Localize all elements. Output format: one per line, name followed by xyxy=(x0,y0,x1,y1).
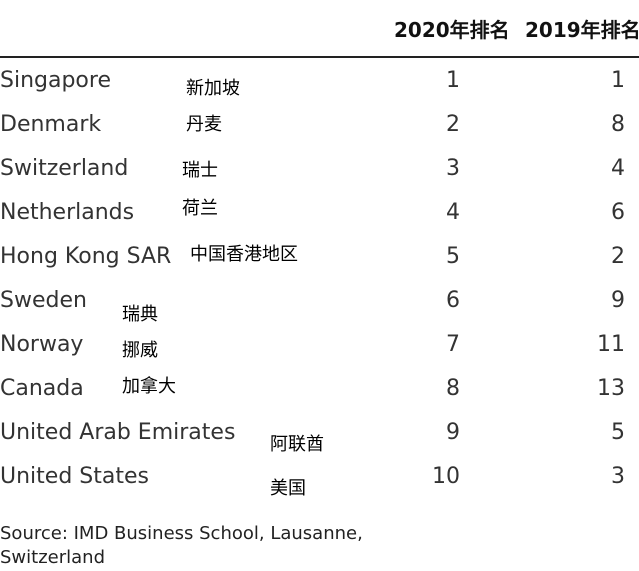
table-row: Canada 加拿大 8 13 xyxy=(0,370,639,414)
country-name-zh: 阿联酋 xyxy=(270,434,324,455)
country-name-zh: 挪威 xyxy=(122,340,158,361)
rank-2019-value: 3 xyxy=(611,464,625,489)
country-name-en: Hong Kong SAR xyxy=(0,244,172,269)
country-name-en: Netherlands xyxy=(0,200,135,225)
rank-2020-value: 5 xyxy=(446,244,460,269)
country-name-en: Canada xyxy=(0,376,84,401)
country-name-en: Sweden xyxy=(0,288,87,313)
table-row: United States 美国 10 3 xyxy=(0,458,639,502)
rank-2019-value: 9 xyxy=(611,288,625,313)
header-rank-2019: 2019年排名 xyxy=(525,18,639,42)
country-name-en: United States xyxy=(0,464,149,489)
rank-2020-value: 8 xyxy=(446,376,460,401)
rank-2020-value: 10 xyxy=(432,464,460,489)
rank-2020-value: 3 xyxy=(446,156,460,181)
rank-2019-value: 8 xyxy=(611,112,625,137)
country-name-zh: 美国 xyxy=(270,478,306,499)
table-row: Singapore 新加坡 1 1 xyxy=(0,62,639,106)
table-row: Norway 挪威 7 11 xyxy=(0,326,639,370)
country-name-zh: 荷兰 xyxy=(182,198,218,219)
country-name-en: Switzerland xyxy=(0,156,129,181)
source-note: Source: IMD Business School, Lausanne, S… xyxy=(0,523,363,568)
country-name-zh: 丹麦 xyxy=(186,114,222,135)
rank-2019-value: 4 xyxy=(611,156,625,181)
rank-2019-value: 5 xyxy=(611,420,625,445)
country-name-zh: 新加坡 xyxy=(186,78,240,99)
rank-2020-value: 6 xyxy=(446,288,460,313)
rank-2020-value: 2 xyxy=(446,112,460,137)
country-name-zh: 瑞士 xyxy=(182,160,218,181)
table-row: Denmark 丹麦 2 8 xyxy=(0,106,639,150)
country-name-zh: 中国香港地区 xyxy=(190,244,298,265)
rank-2020-value: 4 xyxy=(446,200,460,225)
rank-2019-value: 13 xyxy=(597,376,625,401)
table-row: Hong Kong SAR 中国香港地区 5 2 xyxy=(0,238,639,282)
country-name-en: United Arab Emirates xyxy=(0,420,236,445)
rank-2019-value: 11 xyxy=(597,332,625,357)
rank-2019-value: 1 xyxy=(611,68,625,93)
rank-2019-value: 6 xyxy=(611,200,625,225)
rank-2020-value: 1 xyxy=(446,68,460,93)
country-name-en: Singapore xyxy=(0,68,111,93)
rank-2020-value: 9 xyxy=(446,420,460,445)
table-row: Switzerland 瑞士 3 4 xyxy=(0,150,639,194)
header-divider xyxy=(0,56,639,58)
table-row: Netherlands 荷兰 4 6 xyxy=(0,194,639,238)
table-row: Sweden 瑞典 6 9 xyxy=(0,282,639,326)
country-name-zh: 瑞典 xyxy=(122,304,158,325)
country-name-zh: 加拿大 xyxy=(122,376,176,397)
rank-2020-value: 7 xyxy=(446,332,460,357)
header-rank-2020: 2020年排名 xyxy=(394,18,510,42)
table-row: United Arab Emirates 阿联酋 9 5 xyxy=(0,414,639,458)
country-name-en: Denmark xyxy=(0,112,102,137)
rank-2019-value: 2 xyxy=(611,244,625,269)
country-name-en: Norway xyxy=(0,332,84,357)
